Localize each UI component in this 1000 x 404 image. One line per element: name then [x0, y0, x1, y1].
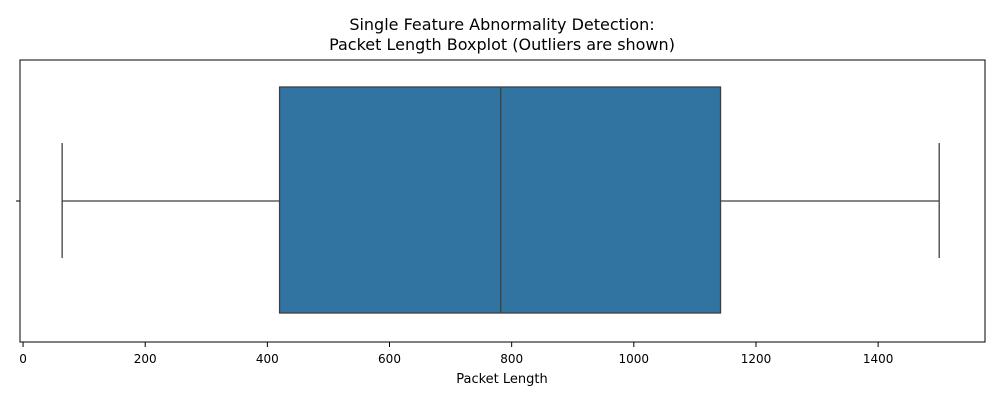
- chart-title-line-1: Single Feature Abnormality Detection:: [349, 15, 654, 34]
- x-tick-label: 1000: [619, 352, 650, 366]
- plot-layer: [61, 86, 940, 314]
- x-tick-label: 800: [500, 352, 523, 366]
- x-tick-label: 0: [19, 352, 27, 366]
- x-tick-label: 600: [378, 352, 401, 366]
- x-tick-label: 200: [134, 352, 157, 366]
- chart-title-line-2: Packet Length Boxplot (Outliers are show…: [329, 35, 675, 54]
- x-tick-label: 400: [256, 352, 279, 366]
- x-tick-label: 1200: [741, 352, 772, 366]
- x-axis-label: Packet Length: [456, 372, 548, 387]
- x-tick-label: 1400: [863, 352, 894, 366]
- x-axis-ticks: 0 200 400 600 800 1000 1200 1400: [19, 342, 893, 366]
